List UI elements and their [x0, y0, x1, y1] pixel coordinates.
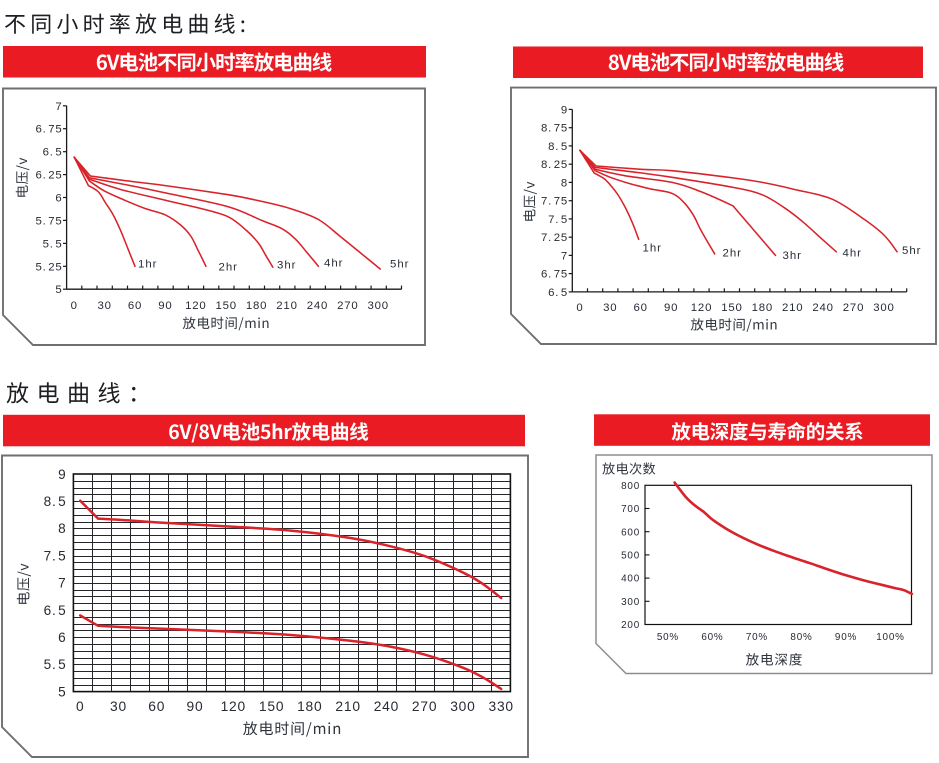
- svg-text:50%: 50%: [657, 632, 679, 643]
- svg-text:800: 800: [621, 481, 640, 492]
- svg-text:30: 30: [97, 300, 111, 312]
- svg-text:5hr: 5hr: [390, 259, 409, 271]
- svg-text:300: 300: [621, 597, 640, 608]
- svg-text:7.75: 7. 75: [541, 196, 568, 208]
- svg-text:8.25: 8. 25: [541, 159, 568, 171]
- svg-text:5: 5: [58, 684, 66, 699]
- svg-text:180: 180: [246, 300, 267, 312]
- svg-text:90: 90: [187, 699, 204, 714]
- svg-text:6: 6: [58, 630, 66, 645]
- svg-text:7.5: 7. 5: [548, 214, 568, 226]
- svg-text:400: 400: [621, 574, 640, 585]
- svg-text:6.5: 6. 5: [43, 147, 63, 159]
- svg-text:6.5: 6. 5: [44, 603, 67, 618]
- svg-text:600: 600: [621, 527, 640, 538]
- svg-text:90: 90: [664, 302, 678, 314]
- svg-text:1hr: 1hr: [138, 259, 157, 271]
- svg-text:120: 120: [221, 699, 246, 714]
- svg-text:5hr: 5hr: [902, 245, 921, 257]
- svg-text:7: 7: [58, 576, 66, 591]
- svg-text:0: 0: [76, 699, 84, 714]
- svg-text:700: 700: [621, 504, 640, 515]
- svg-text:7: 7: [55, 101, 62, 113]
- svg-text:120: 120: [185, 300, 206, 312]
- svg-text:300: 300: [873, 302, 894, 314]
- svg-text:4hr: 4hr: [843, 248, 862, 260]
- svg-text:90%: 90%: [835, 632, 857, 643]
- svg-text:5.25: 5. 25: [36, 261, 63, 273]
- svg-text:6: 6: [55, 193, 62, 205]
- svg-text:180: 180: [752, 302, 773, 314]
- svg-text:300: 300: [367, 300, 388, 312]
- svg-text:8: 8: [58, 521, 66, 536]
- svg-text:60: 60: [634, 302, 648, 314]
- svg-text:240: 240: [307, 300, 328, 312]
- svg-text:6.75: 6. 75: [541, 269, 568, 281]
- svg-text:270: 270: [337, 300, 358, 312]
- svg-text:8.5: 8. 5: [548, 141, 568, 153]
- svg-text:150: 150: [259, 699, 284, 714]
- svg-text:500: 500: [621, 551, 640, 562]
- svg-text:30: 30: [603, 302, 617, 314]
- svg-text:270: 270: [843, 302, 864, 314]
- svg-text:8.5: 8. 5: [44, 494, 67, 509]
- svg-text:60: 60: [128, 300, 142, 312]
- svg-text:180: 180: [297, 699, 322, 714]
- svg-text:7.5: 7. 5: [44, 548, 67, 563]
- svg-text:70%: 70%: [746, 632, 768, 643]
- svg-text:7: 7: [561, 250, 568, 262]
- svg-text:3hr: 3hr: [783, 250, 802, 262]
- svg-text:2hr: 2hr: [723, 248, 742, 260]
- svg-text:9: 9: [58, 467, 66, 482]
- svg-text:5.5: 5. 5: [43, 238, 63, 250]
- svg-text:8.75: 8. 75: [541, 123, 568, 135]
- svg-text:90: 90: [158, 300, 172, 312]
- svg-text:30: 30: [110, 699, 127, 714]
- svg-text:4hr: 4hr: [324, 258, 343, 270]
- svg-text:6.75: 6. 75: [36, 124, 63, 136]
- svg-text:150: 150: [721, 302, 742, 314]
- svg-text:5: 5: [55, 284, 62, 296]
- svg-text:60: 60: [148, 699, 165, 714]
- svg-text:330: 330: [488, 699, 513, 714]
- svg-text:240: 240: [812, 302, 833, 314]
- svg-text:200: 200: [621, 620, 640, 631]
- svg-text:120: 120: [691, 302, 712, 314]
- svg-text:150: 150: [215, 300, 236, 312]
- svg-text:210: 210: [335, 699, 360, 714]
- svg-text:6.5: 6. 5: [548, 287, 568, 299]
- svg-text:9: 9: [561, 104, 568, 116]
- svg-text:210: 210: [782, 302, 803, 314]
- svg-text:0: 0: [71, 300, 78, 312]
- svg-text:5.5: 5. 5: [44, 657, 67, 672]
- svg-text:210: 210: [276, 300, 297, 312]
- svg-text:2hr: 2hr: [219, 262, 238, 274]
- svg-text:1hr: 1hr: [643, 243, 662, 255]
- svg-text:0: 0: [576, 302, 583, 314]
- svg-text:60%: 60%: [701, 632, 723, 643]
- svg-text:80%: 80%: [790, 632, 812, 643]
- svg-text:6.25: 6. 25: [36, 170, 63, 182]
- svg-text:270: 270: [412, 699, 437, 714]
- svg-text:300: 300: [450, 699, 475, 714]
- svg-text:3hr: 3hr: [277, 260, 296, 272]
- svg-text:240: 240: [374, 699, 399, 714]
- svg-text:100%: 100%: [876, 632, 904, 643]
- svg-text:7.25: 7. 25: [541, 232, 568, 244]
- svg-text:5.75: 5. 75: [36, 215, 63, 227]
- svg-text:8: 8: [561, 177, 568, 189]
